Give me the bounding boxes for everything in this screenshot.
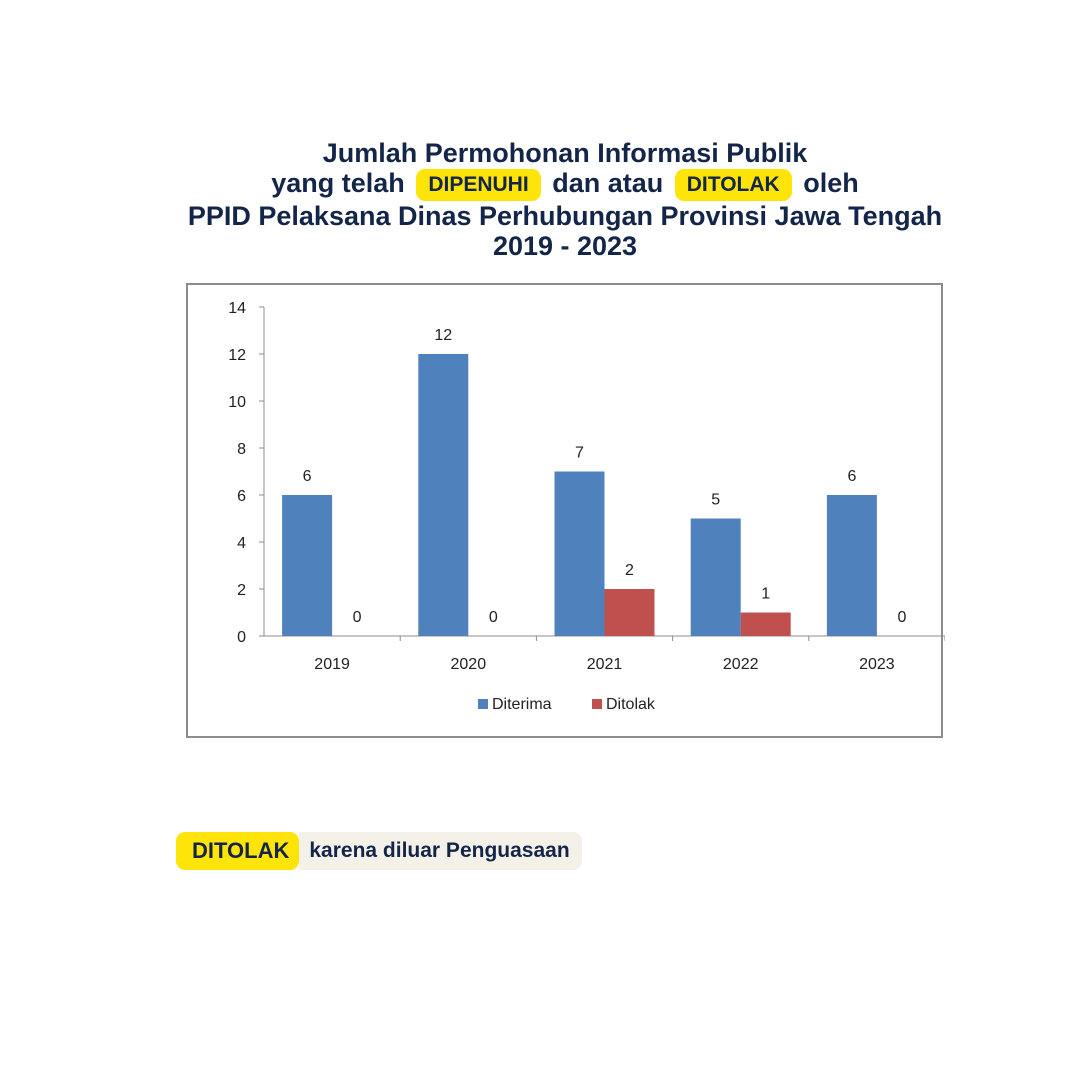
bar-ditolak: [604, 589, 655, 636]
footnote: DITOLAK karena diluar Penguasaan: [176, 832, 582, 870]
footnote-text: karena diluar Penguasaan: [299, 832, 582, 870]
y-tick-label: 2: [237, 582, 246, 599]
bar-diterima: [690, 518, 741, 636]
data-label: 12: [434, 327, 452, 344]
title-line-2-mid: dan atau: [552, 168, 664, 198]
title-line-1: Jumlah Permohonan Informasi Publik: [322, 138, 808, 168]
y-tick-label: 12: [228, 347, 246, 364]
y-tick-label: 14: [228, 300, 246, 317]
data-label: 6: [847, 468, 856, 485]
x-tick-label: 2019: [314, 656, 350, 673]
title-line-2: yang telah DIPENUHI dan atau DITOLAK ole…: [60, 168, 1070, 201]
title-line-3: PPID Pelaksana Dinas Perhubungan Provins…: [187, 200, 943, 231]
legend-swatch-diterima: [478, 699, 488, 709]
data-label: 0: [353, 609, 362, 626]
bar-diterima: [282, 495, 333, 636]
data-label: 1: [761, 586, 770, 603]
x-tick-label: 2023: [859, 656, 895, 673]
y-tick-label: 8: [237, 441, 246, 458]
title-line-4: 2019 - 2023: [492, 230, 638, 261]
legend-swatch-ditolak: [592, 699, 602, 709]
chart-frame: 0 2 4 6 8 10 12 14 2019 6 0 2020 12 0 2021 7 2 2022 5 1 2023…: [186, 283, 945, 738]
dipenuhi-badge: DIPENUHI: [416, 168, 541, 201]
x-tick-label: 2020: [451, 656, 487, 673]
y-tick-label: 0: [237, 629, 246, 646]
data-label: 0: [489, 609, 498, 626]
bar-diterima: [826, 495, 877, 636]
footnote-badge: DITOLAK: [176, 832, 300, 870]
data-label: 0: [897, 609, 906, 626]
title-line-2-pre: yang telah: [271, 168, 405, 198]
data-label: 7: [575, 445, 584, 462]
data-label: 2: [625, 562, 634, 579]
bar-ditolak: [740, 612, 791, 636]
title-line-2-post: oleh: [803, 168, 859, 198]
y-tick-label: 10: [228, 394, 246, 411]
ditolak-badge: DITOLAK: [674, 168, 792, 201]
x-tick-label: 2022: [723, 656, 759, 673]
bar-diterima: [418, 354, 469, 636]
chart-title: Jumlah Permohonan Informasi Publik yang …: [60, 138, 1070, 261]
x-tick-label: 2021: [587, 656, 623, 673]
bar-chart: 0 2 4 6 8 10 12 14 2019 6 0 2020 12 0 2021 7 2 2022 5 1 2023…: [228, 300, 945, 713]
bar-diterima: [554, 471, 605, 636]
legend-label: Diterima: [492, 696, 552, 713]
data-label: 5: [711, 492, 720, 509]
y-tick-label: 4: [237, 535, 246, 552]
data-label: 6: [303, 468, 312, 485]
legend-label: Ditolak: [606, 696, 656, 713]
y-tick-label: 6: [237, 488, 246, 505]
